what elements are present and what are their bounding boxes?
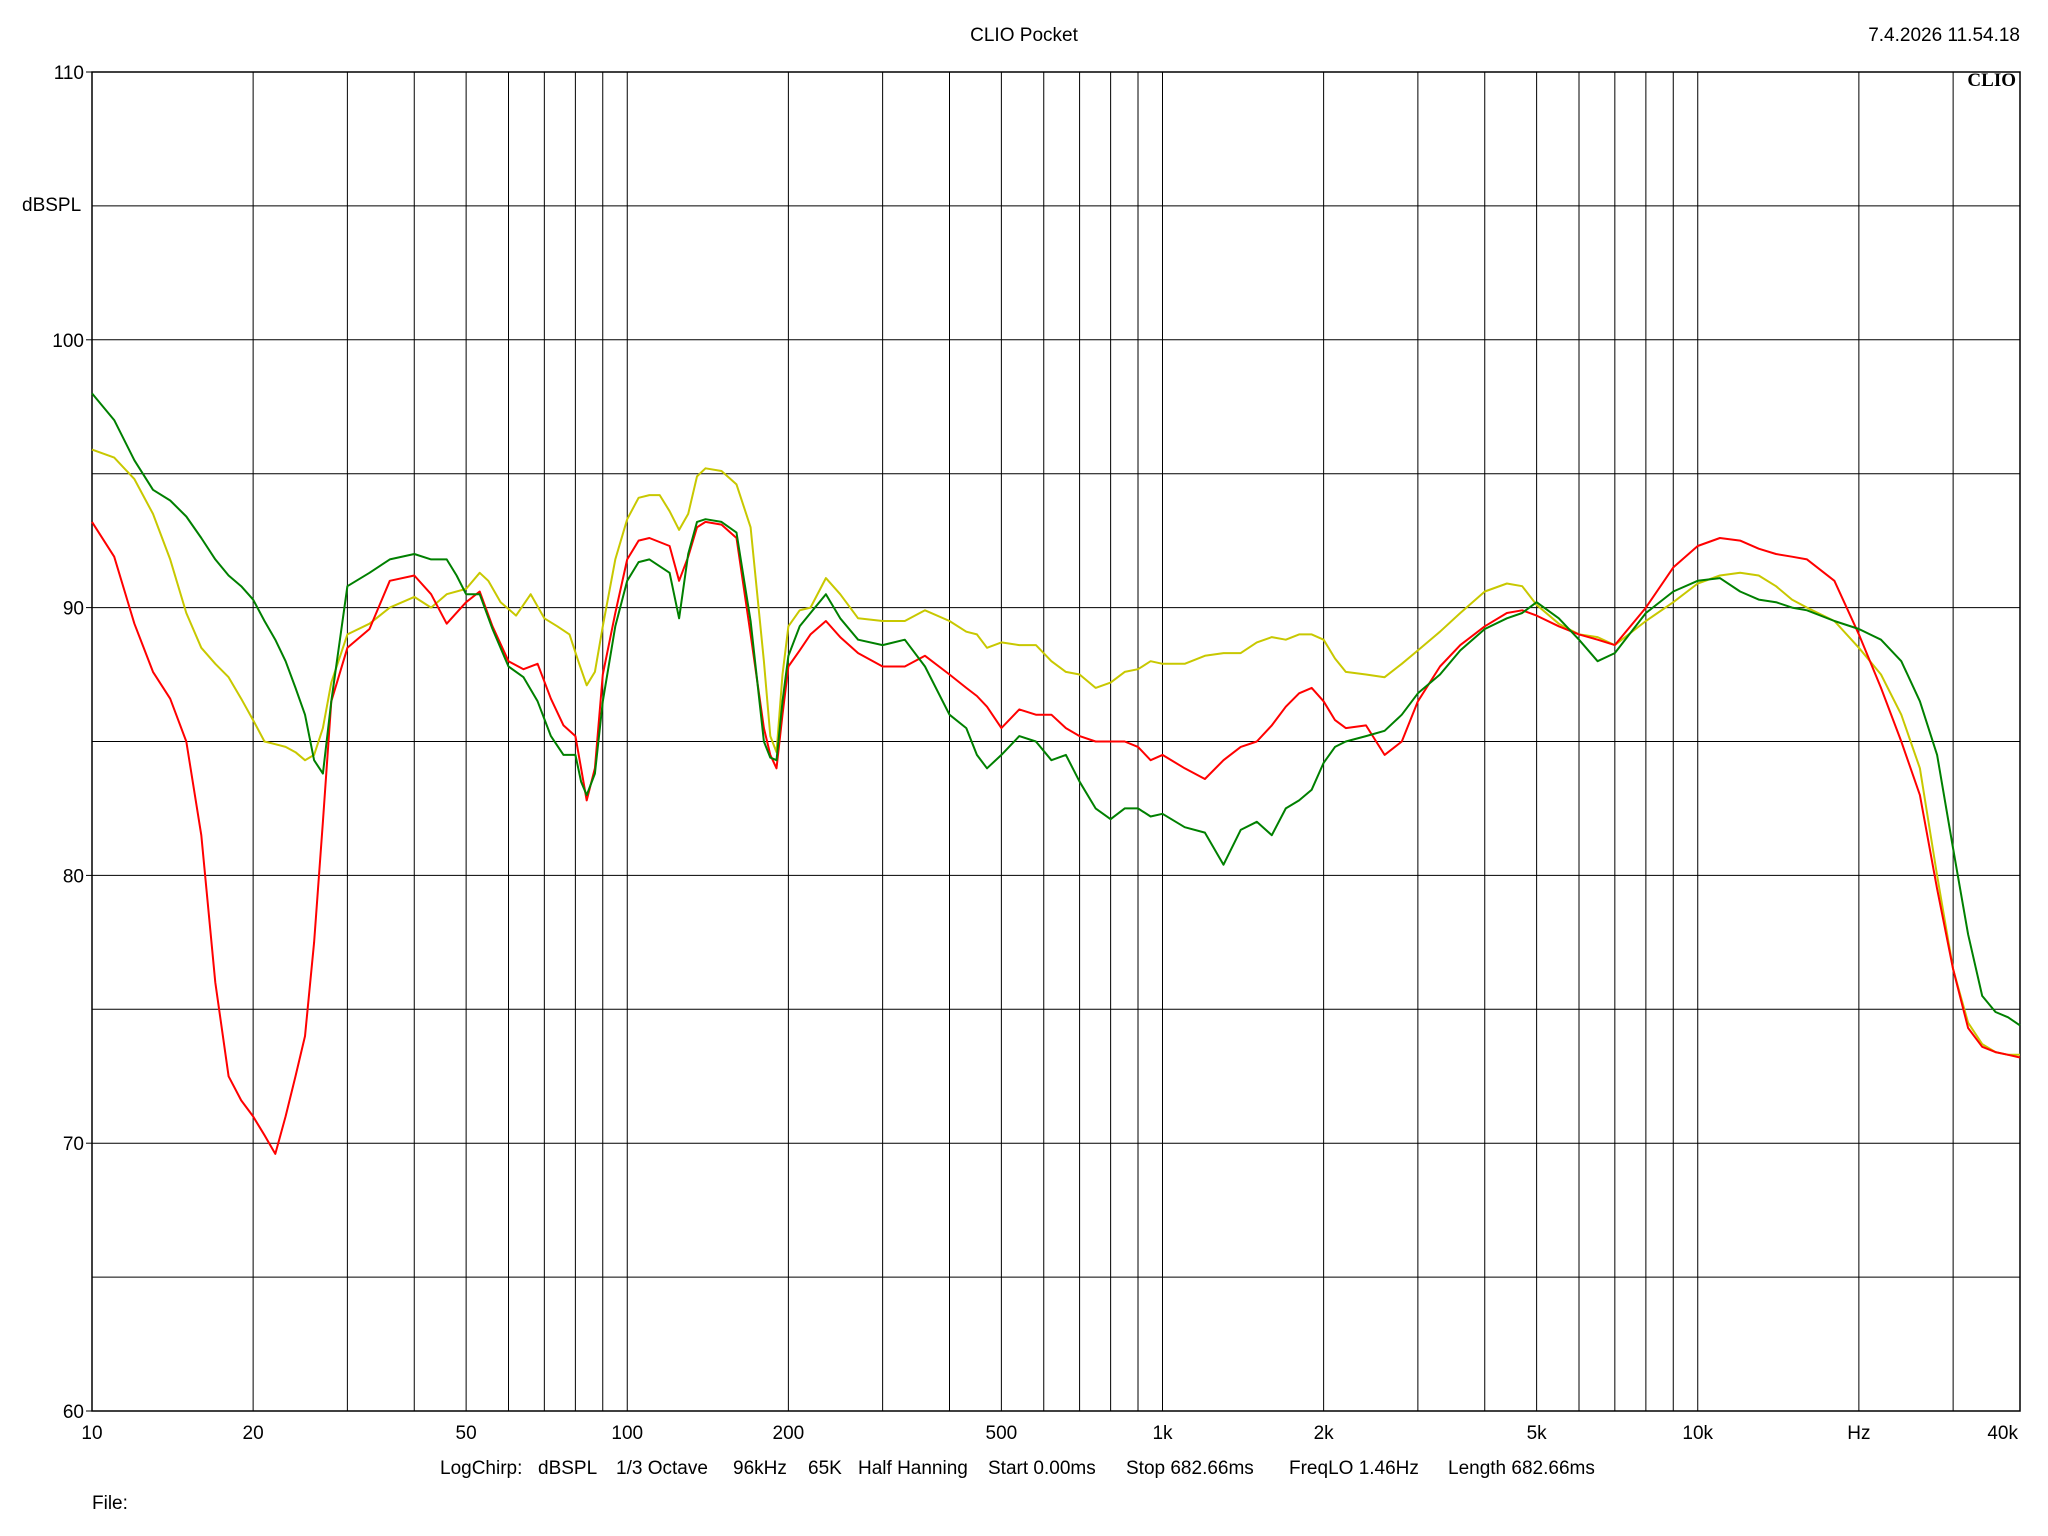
x-tick-label: Hz — [1847, 1423, 1870, 1444]
x-tick-label: 500 — [986, 1423, 1018, 1444]
x-tick-label: 100 — [611, 1423, 643, 1444]
file-label: File: — [92, 1493, 128, 1514]
y-tick-label: 80 — [63, 866, 84, 887]
x-axis-ticks: 10 20 50 100 200 500 1k 2k 5k 10k Hz 40k — [81, 1423, 2018, 1444]
setting-item: 65K — [808, 1458, 842, 1479]
y-axis-ticks: 60 70 80 90 100 110 — [52, 63, 92, 1423]
x-tick-label: 10 — [81, 1423, 102, 1444]
grid — [92, 72, 2020, 1411]
setting-item: FreqLO 1.46Hz — [1289, 1458, 1419, 1479]
x-tick-label: 5k — [1527, 1423, 1548, 1444]
x-tick-label: 2k — [1314, 1423, 1335, 1444]
setting-item: dBSPL — [538, 1458, 597, 1479]
curves — [91, 392, 2021, 1155]
response-curve-3 — [91, 392, 2021, 1027]
x-tick-label: 20 — [243, 1423, 264, 1444]
setting-item: Half Hanning — [858, 1458, 968, 1479]
setting-item: Stop 682.66ms — [1126, 1458, 1254, 1479]
y-tick-label: 100 — [52, 331, 84, 352]
y-tick-label: 90 — [63, 599, 84, 620]
setting-item: Length 682.66ms — [1448, 1458, 1595, 1479]
y-axis-label: dBSPL — [22, 195, 81, 216]
x-tick-label: 40k — [1987, 1423, 2018, 1444]
setting-item: Start 0.00ms — [988, 1458, 1096, 1479]
timestamp: 7.4.2026 11.54.18 — [1868, 25, 2020, 46]
setting-item: 1/3 Octave — [616, 1458, 708, 1479]
setting-item: LogChirp: — [440, 1458, 522, 1479]
y-tick-label: 110 — [54, 63, 84, 84]
y-tick-label: 60 — [63, 1402, 84, 1423]
x-tick-label: 10k — [1682, 1423, 1713, 1444]
y-tick-label: 70 — [63, 1134, 84, 1155]
x-tick-label: 1k — [1152, 1423, 1173, 1444]
clio-logo: CLIO — [1967, 70, 2016, 91]
response-curve-2 — [91, 520, 2021, 1155]
x-tick-label: 50 — [456, 1423, 477, 1444]
measurement-settings: LogChirp: dBSPL 1/3 Octave 96kHz 65K Half Han… — [440, 1458, 1595, 1479]
chart-title: CLIO Pocket — [970, 25, 1078, 46]
x-tick-label: 200 — [773, 1423, 805, 1444]
setting-item: 96kHz — [733, 1458, 787, 1479]
